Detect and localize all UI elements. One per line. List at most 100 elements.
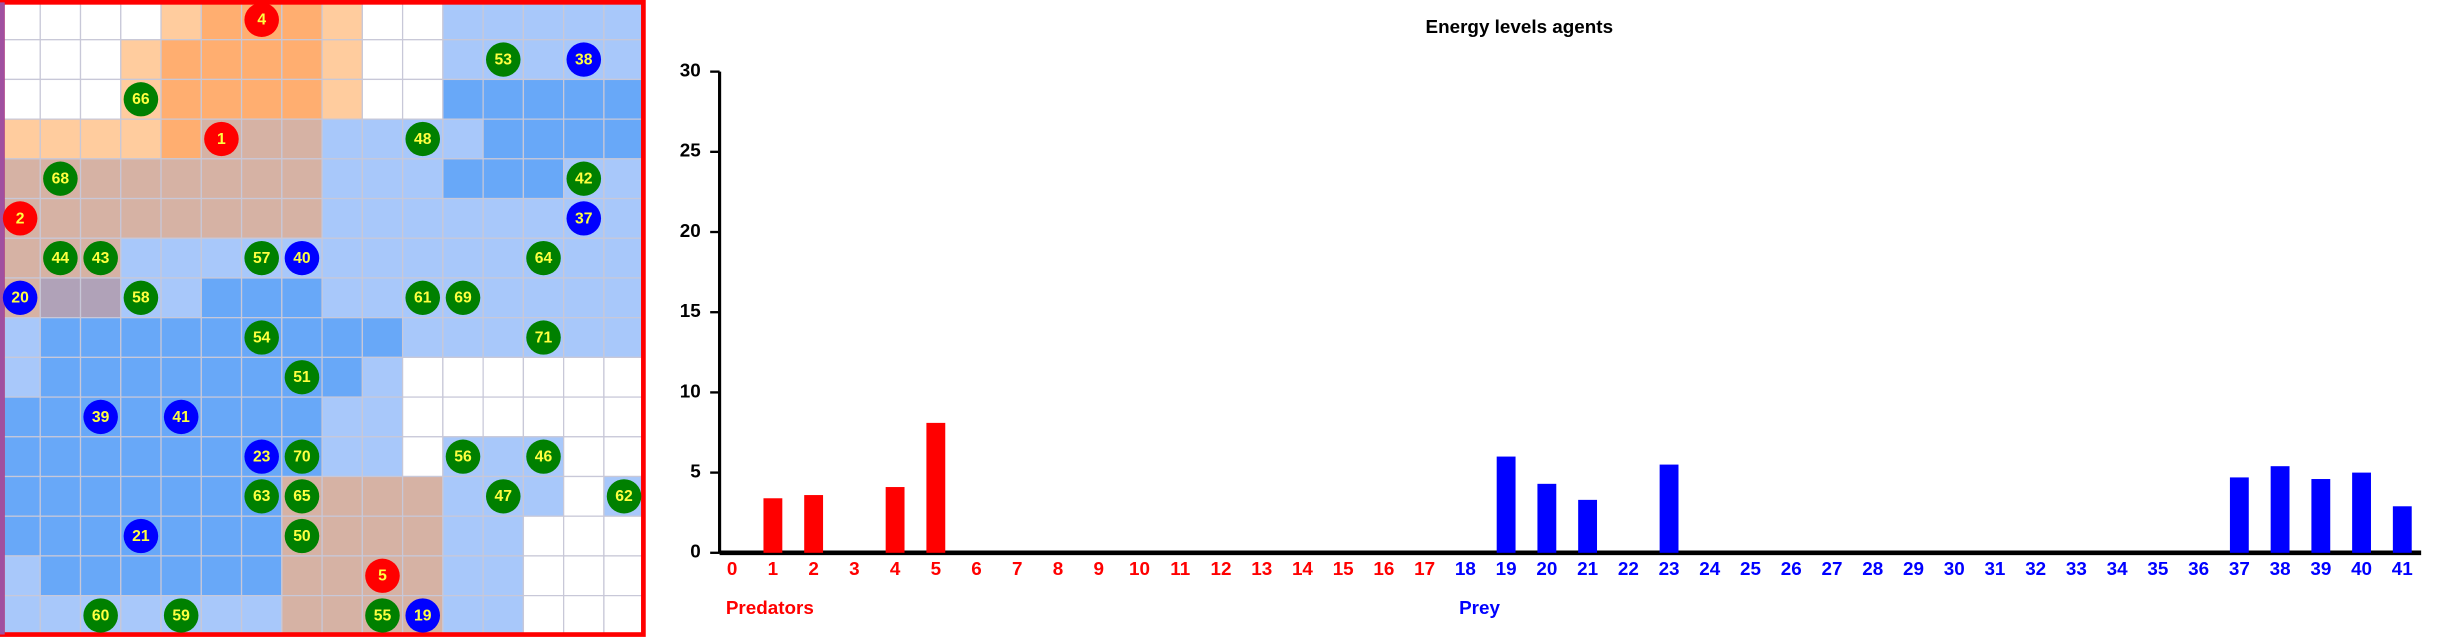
x-tick-label: 23	[1659, 558, 1680, 579]
agent-label: 37	[575, 210, 592, 227]
grid-cell	[603, 118, 645, 160]
agent	[445, 280, 481, 315]
grid-cell	[563, 277, 605, 319]
agent	[284, 479, 320, 514]
y-tick-label: 30	[680, 60, 701, 81]
x-tick-label: 4	[890, 558, 901, 579]
grid-cell	[160, 0, 202, 41]
grid-cell	[39, 197, 82, 239]
grid-cell	[281, 555, 323, 597]
grid-cell	[401, 197, 444, 239]
grid-cell	[603, 594, 645, 636]
agent-label: 43	[92, 250, 110, 267]
grid-cell	[200, 78, 243, 120]
grid-cell	[160, 515, 202, 557]
grid-cell	[522, 396, 565, 438]
grid-cell	[563, 396, 605, 438]
grid-cell	[401, 158, 444, 200]
grid-cell	[120, 197, 162, 239]
agent-label: 57	[253, 250, 270, 267]
grid-cell	[603, 396, 645, 438]
grid-cell	[39, 436, 82, 478]
grid-cell	[321, 594, 363, 636]
x-tick-label: 34	[2107, 558, 2129, 579]
grid-cell	[522, 78, 565, 120]
agent-label: 68	[52, 171, 70, 188]
grid-cell	[79, 515, 122, 557]
grid-cell	[563, 515, 605, 557]
grid-cell	[200, 277, 243, 319]
grid-cell	[482, 197, 525, 239]
grid-cell	[442, 118, 484, 160]
agent-label: 4	[257, 12, 266, 29]
grid-cell	[482, 436, 525, 478]
grid-cell	[603, 555, 645, 597]
bar	[926, 422, 946, 553]
grid-cell	[563, 436, 605, 478]
x-tick-label: 5	[931, 558, 941, 579]
agent	[405, 121, 441, 157]
grid-cell	[361, 197, 404, 239]
grid-cell	[120, 594, 162, 636]
grid-cell	[563, 237, 605, 279]
agent-label: 55	[374, 607, 392, 624]
grid-cell	[361, 515, 404, 557]
grid-cell	[321, 197, 363, 239]
agent	[284, 518, 320, 554]
grid-cell	[442, 594, 484, 636]
grid-cell	[482, 396, 525, 438]
grid-cell	[120, 158, 162, 200]
grid-cell	[321, 39, 363, 81]
legend-label: Predators	[726, 597, 814, 618]
grid-cell	[361, 39, 404, 81]
agent	[284, 240, 320, 276]
grid-cell	[563, 78, 605, 120]
x-tick-label: 33	[2066, 558, 2087, 579]
grid-cell	[482, 317, 525, 358]
agent-label: 2	[16, 210, 25, 227]
grid-cell	[240, 515, 283, 557]
grid-cell	[39, 277, 82, 319]
bar	[2352, 472, 2371, 553]
grid-cell	[160, 356, 202, 398]
grid-cell	[321, 158, 363, 200]
grid-cell	[79, 0, 122, 41]
grid-cell	[522, 515, 565, 557]
grid-cell	[79, 118, 122, 160]
y-tick-label: 10	[680, 380, 701, 401]
grid-cell	[200, 475, 243, 517]
grid-cell	[401, 555, 444, 597]
grid-cell	[39, 78, 82, 120]
agent-label: 71	[535, 329, 553, 346]
agent-label: 46	[535, 449, 553, 466]
grid-cell	[361, 277, 404, 319]
grid-cell	[563, 0, 605, 41]
grid-cell	[522, 555, 565, 597]
x-tick-label: 6	[971, 558, 981, 579]
grid-cell	[160, 197, 202, 239]
grid-cell	[0, 118, 41, 160]
agent-label: 65	[293, 488, 311, 505]
grid-cell	[442, 39, 484, 81]
x-tick-label: 38	[2270, 558, 2291, 579]
agent-label: 63	[253, 488, 271, 505]
grid-cell	[401, 356, 444, 398]
grid-cell	[321, 78, 363, 120]
x-tick-label: 12	[1210, 558, 1231, 579]
grid-cell	[200, 0, 243, 41]
grid-cell	[321, 237, 363, 279]
bar	[804, 495, 824, 553]
grid-cell	[200, 436, 243, 478]
agent-label: 39	[92, 409, 110, 426]
grid-cell	[361, 237, 404, 279]
agent	[244, 2, 279, 37]
agent-label: 50	[293, 528, 311, 545]
agent	[163, 399, 199, 435]
x-tick-label: 31	[1984, 558, 2005, 579]
grid-cell	[401, 436, 444, 478]
grid-cell	[401, 396, 444, 438]
grid-cell	[79, 475, 122, 517]
x-tick-label: 14	[1292, 558, 1314, 579]
